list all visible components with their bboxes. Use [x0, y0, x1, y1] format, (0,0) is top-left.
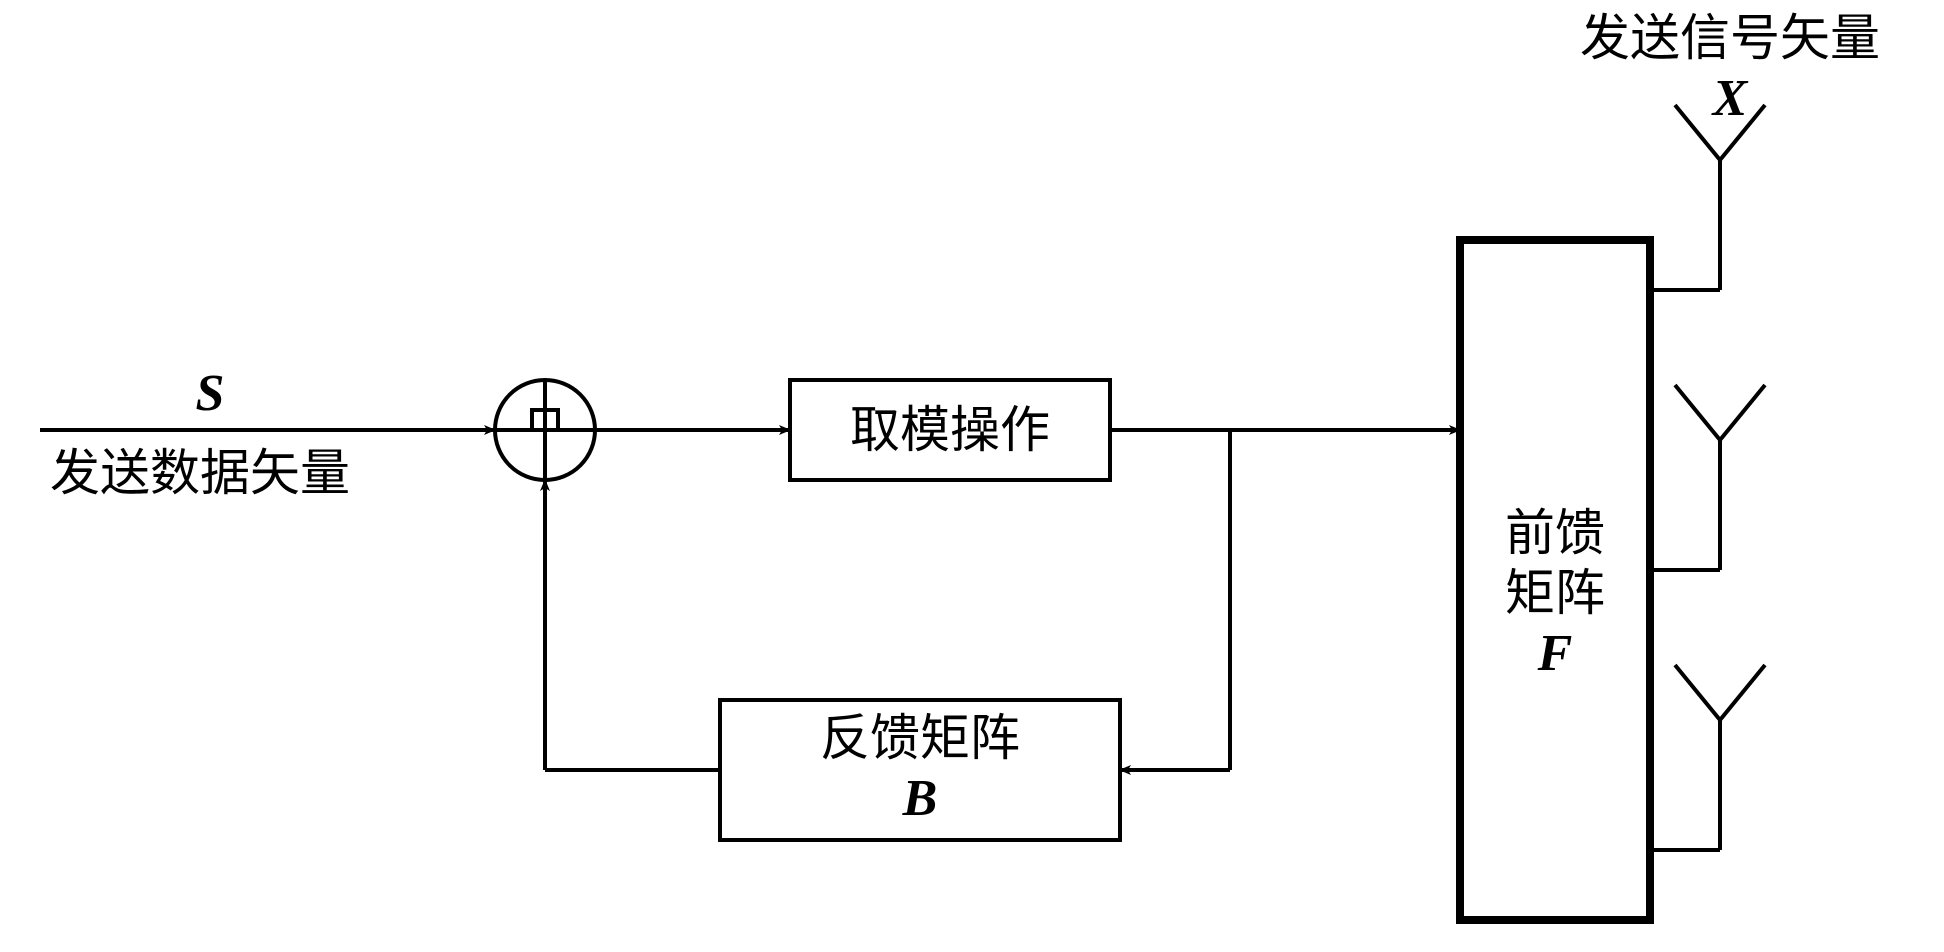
input-symbol: S [196, 365, 225, 422]
antenna-icon [1675, 665, 1765, 850]
feedforward-line2: 矩阵 [1505, 565, 1605, 621]
feedforward-symbol: F [1537, 625, 1573, 682]
modulo-block: 取模操作 [790, 380, 1110, 480]
feedforward-line1: 前馈 [1505, 505, 1605, 561]
summing-junction [495, 380, 595, 480]
modulo-label: 取模操作 [850, 402, 1050, 458]
output-symbol: X [1711, 70, 1749, 127]
feedback-symbol: B [902, 770, 938, 827]
block-diagram: 发送信号矢量 X S 发送数据矢量 取模操作 反馈矩阵 B 前馈 矩阵 F [0, 0, 1944, 952]
feedback-block: 反馈矩阵 B [720, 700, 1120, 840]
feedback-line1: 反馈矩阵 [820, 710, 1020, 766]
feedforward-block: 前馈 矩阵 F [1460, 240, 1650, 920]
antenna-icon [1675, 385, 1765, 570]
antennas [1675, 105, 1765, 850]
output-label: 发送信号矢量 [1580, 10, 1880, 66]
antenna-icon [1675, 105, 1765, 290]
input-label: 发送数据矢量 [50, 445, 350, 501]
